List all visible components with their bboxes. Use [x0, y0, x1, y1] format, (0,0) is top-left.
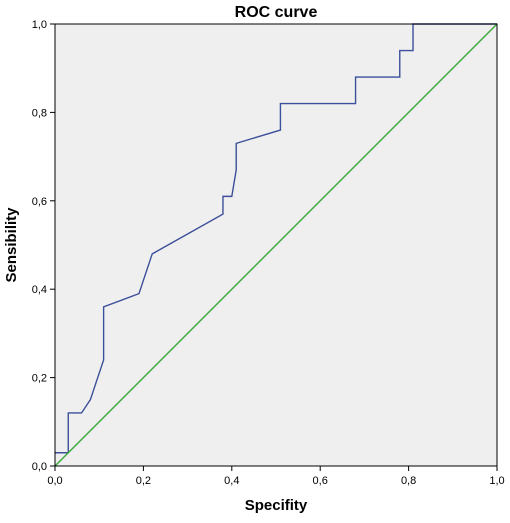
- x-tick-label: 0,6: [313, 475, 328, 487]
- y-tick-label: 0,4: [32, 284, 47, 296]
- y-tick-label: 0,8: [32, 107, 47, 119]
- chart-title: ROC curve: [235, 4, 318, 21]
- plot-frame: [54, 23, 498, 467]
- x-tick-label: 0,0: [47, 475, 62, 487]
- series-layer: [54, 23, 498, 467]
- y-tick-label: 0,2: [32, 373, 47, 385]
- y-axis: 0,0 0,2 0,4 0,6 0,8 1,0: [32, 19, 55, 473]
- x-tick-label: 1,0: [489, 475, 504, 487]
- reference-diagonal-line: [54, 23, 498, 467]
- x-axis-title: Specifity: [245, 497, 308, 514]
- x-axis: 0,0 0,2 0,4 0,6 0,8 1,0: [47, 466, 505, 487]
- x-tick-label: 0,2: [136, 475, 151, 487]
- y-tick-label: 1,0: [32, 19, 47, 31]
- x-tick-label: 0,4: [224, 475, 239, 487]
- y-tick-label: 0,6: [32, 196, 47, 208]
- y-tick-label: 0,0: [32, 461, 47, 473]
- x-tick-label: 0,8: [401, 475, 416, 487]
- y-axis-title: Sensibility: [3, 207, 20, 283]
- roc-curve-line: [55, 23, 497, 454]
